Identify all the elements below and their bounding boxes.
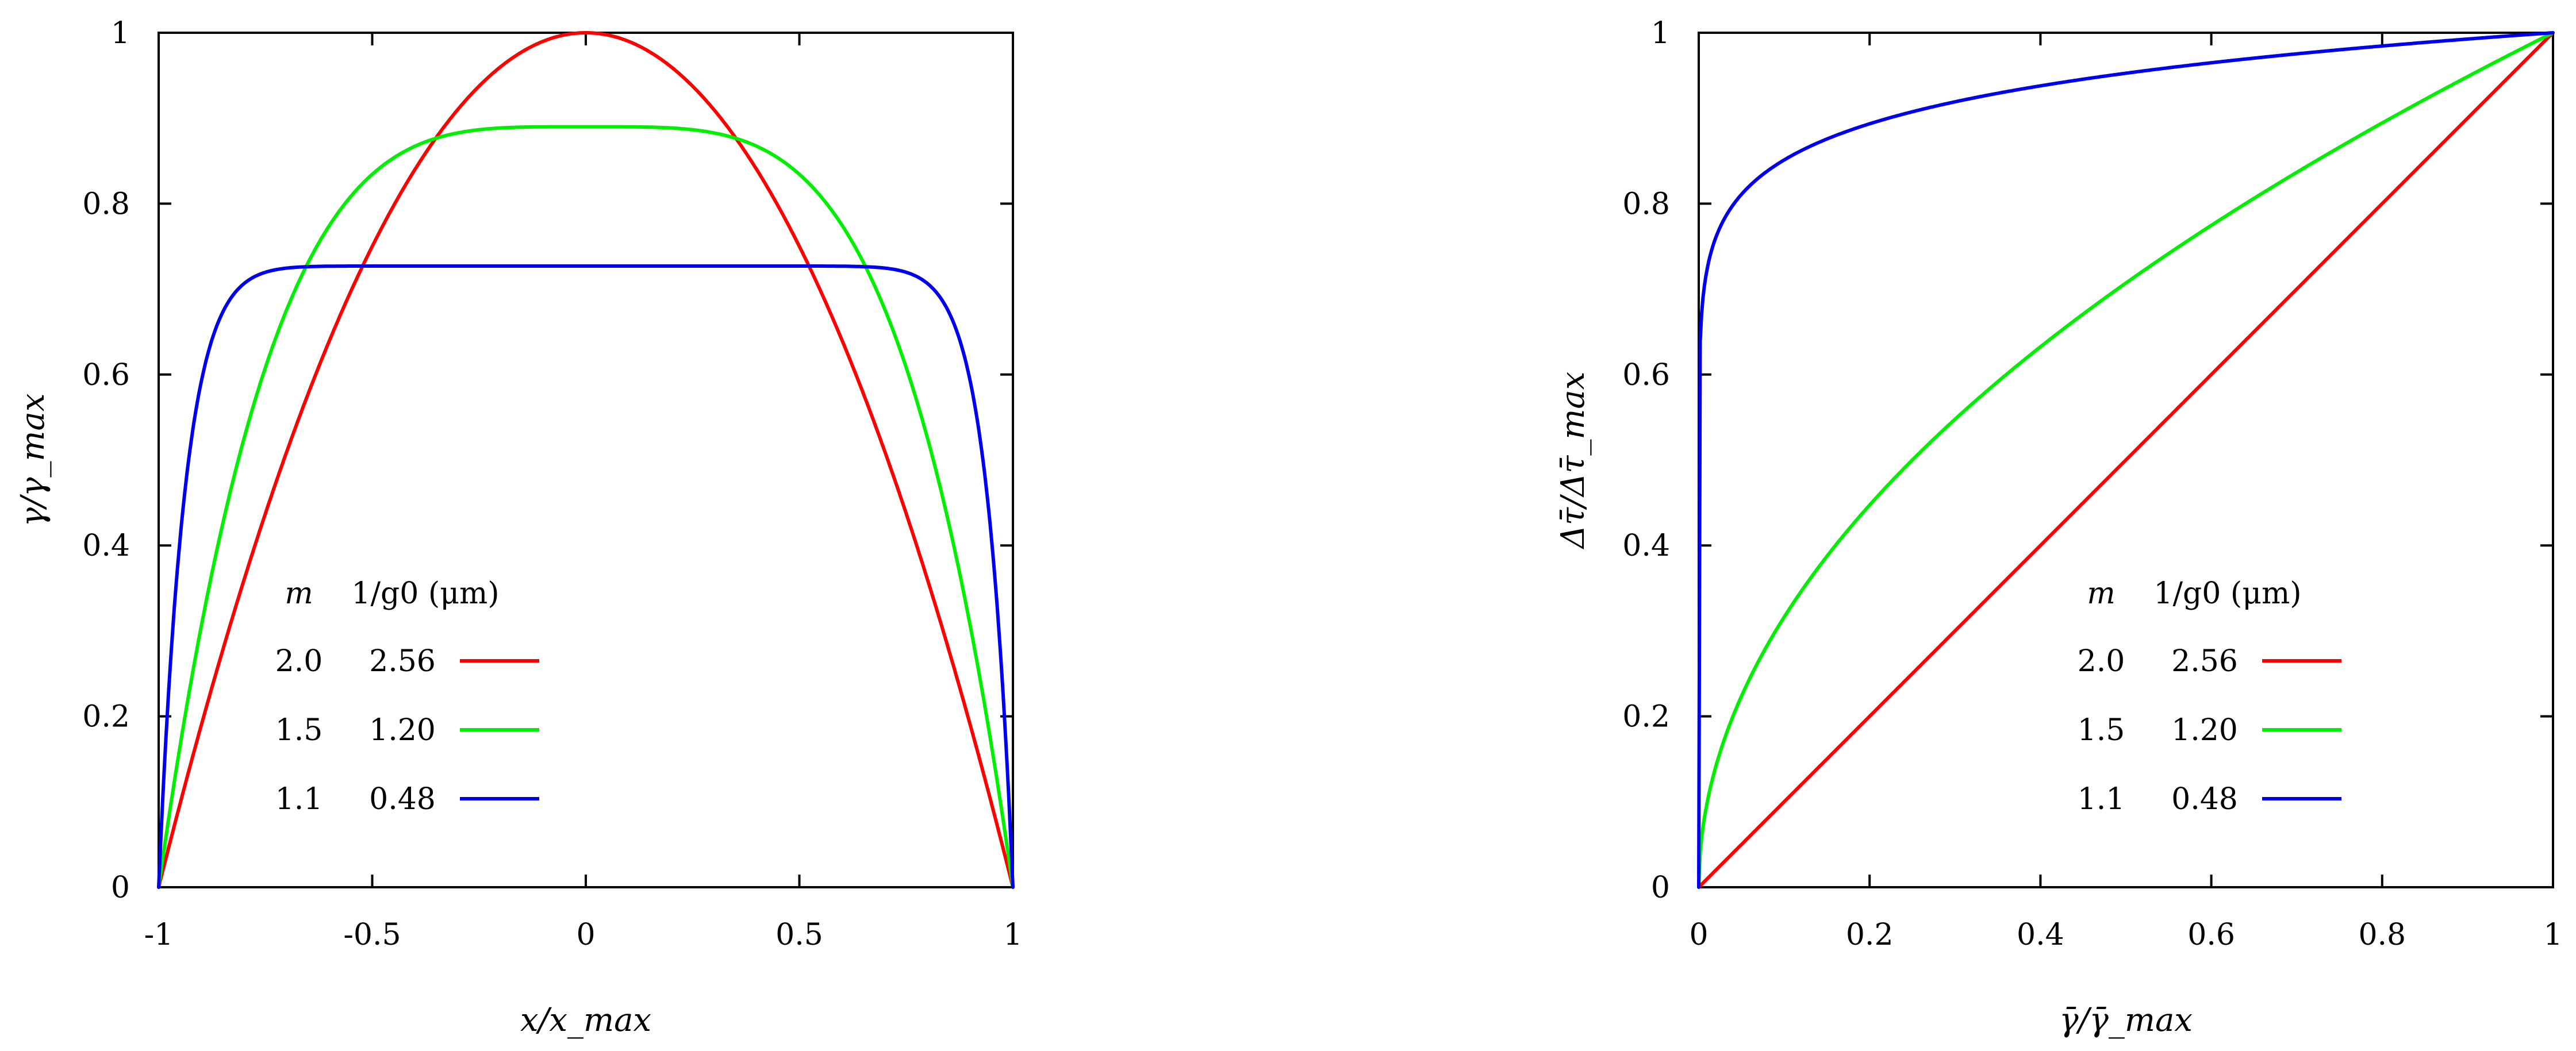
legend-m-value: 1.1 bbox=[275, 782, 323, 817]
legend: m 1/g0 (μm) 2.0 2.56 1.5 1.20 1.1 0.48 bbox=[2078, 576, 2341, 817]
y-tick-label: 1 bbox=[1651, 16, 1670, 51]
x-tick-label: 0.4 bbox=[2017, 918, 2064, 952]
legend-header-g: 1/g0 (μm) bbox=[351, 576, 499, 611]
legend-m-value: 2.0 bbox=[2078, 644, 2125, 679]
y-tick-label: 0.4 bbox=[1622, 529, 1670, 563]
legend-header-m: m bbox=[2087, 576, 2115, 611]
x-tick-label: 0.5 bbox=[776, 918, 823, 952]
y-tick-label: 0.2 bbox=[82, 700, 130, 734]
legend-header-m: m bbox=[285, 576, 313, 611]
x-tick-label: -0.5 bbox=[343, 918, 401, 952]
y-tick-label: 1 bbox=[111, 16, 130, 51]
x-axis-label: γ̄/γ̄_max bbox=[2059, 1002, 2193, 1039]
series-line-3 bbox=[157, 264, 1015, 889]
y-tick-label: 0.4 bbox=[82, 529, 130, 563]
legend: m 1/g0 (μm) 2.0 2.56 1.5 1.20 1.1 0.48 bbox=[275, 576, 539, 817]
y-axis-label: γ/γ_max bbox=[14, 394, 52, 527]
series-line-2 bbox=[157, 125, 1015, 889]
x-tick-label: 0 bbox=[1689, 918, 1708, 952]
y-tick-label: 0 bbox=[1651, 871, 1670, 905]
legend-g-value: 1.20 bbox=[2171, 713, 2238, 748]
y-tick-label: 0.8 bbox=[1622, 187, 1670, 221]
legend-m-value: 1.5 bbox=[2078, 713, 2125, 748]
y-tick-label: 0.8 bbox=[82, 187, 130, 221]
x-tick-label: 0.8 bbox=[2358, 918, 2406, 952]
series-line-1 bbox=[1697, 31, 2555, 889]
y-tick-label: 0.2 bbox=[1622, 700, 1670, 734]
chart-panel-1: -1 -0.5 0 0.5 1 0 0.2 0.4 0.6 0.8 1 x/x_max γ/γ_maxm… bbox=[14, 16, 1023, 1039]
x-tick-label: -1 bbox=[144, 918, 174, 952]
chart-panel-2: 0 0.2 0.4 0.6 0.8 1 0 0.2 0.4 0.6 0.8 1 γ̄/γ̄_max Δτ̄… bbox=[1554, 16, 2563, 1039]
legend-header-g: 1/g0 (μm) bbox=[2153, 576, 2301, 611]
x-tick-label: 0.6 bbox=[2187, 918, 2235, 952]
series-line-1 bbox=[157, 31, 1015, 889]
legend-m-value: 1.5 bbox=[275, 713, 323, 748]
legend-m-value: 1.1 bbox=[2078, 782, 2125, 817]
x-tick-label: 0 bbox=[576, 918, 595, 952]
y-tick-label: 0.6 bbox=[82, 358, 130, 392]
legend-g-value: 2.56 bbox=[2171, 644, 2238, 679]
y-tick-label: 0.6 bbox=[1622, 358, 1670, 392]
x-tick-label: 0.2 bbox=[1846, 918, 1894, 952]
x-axis-label: x/x_max bbox=[520, 1002, 651, 1039]
series-line-3 bbox=[1697, 31, 2555, 889]
plot-frame bbox=[158, 32, 1014, 888]
y-tick-label: 0 bbox=[111, 871, 130, 905]
legend-g-value: 1.20 bbox=[369, 713, 436, 748]
x-tick-label: 1 bbox=[1003, 918, 1022, 952]
y-axis-label: Δτ̄/Δτ̄_max bbox=[1554, 372, 1592, 550]
legend-m-value: 2.0 bbox=[275, 644, 323, 679]
legend-g-value: 2.56 bbox=[369, 644, 436, 679]
series-line-2 bbox=[1697, 31, 2555, 889]
legend-g-value: 0.48 bbox=[2171, 782, 2238, 817]
legend-g-value: 0.48 bbox=[369, 782, 436, 817]
x-tick-label: 1 bbox=[2543, 918, 2562, 952]
